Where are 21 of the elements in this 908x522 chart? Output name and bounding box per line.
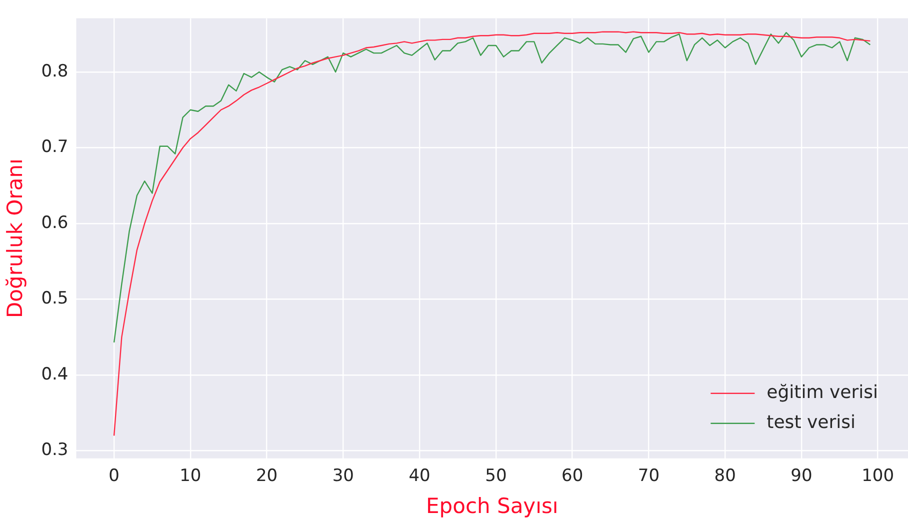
y-tick-label: 0.5 (41, 288, 68, 309)
legend-label: test verisi (766, 412, 856, 434)
x-tick-label: 80 (714, 466, 736, 486)
x-tick-label: 10 (180, 466, 202, 486)
legend-label: eğitim verisi (766, 382, 878, 404)
x-axis-title: Epoch Sayısı (426, 494, 558, 518)
x-tick-label: 100 (862, 466, 894, 486)
y-tick-label: 0.6 (41, 212, 68, 233)
x-tick-label: 30 (332, 466, 354, 486)
x-tick-label: 60 (561, 466, 584, 486)
x-tick-label: 40 (408, 466, 430, 486)
y-tick-label: 0.4 (41, 364, 68, 384)
x-tick-label: 70 (638, 466, 660, 486)
x-tick-label: 90 (790, 466, 812, 486)
x-tick-label: 0 (108, 466, 120, 486)
x-tick-label: 50 (485, 466, 507, 486)
y-axis-title: Doğruluk Oranı (3, 158, 28, 318)
y-tick-label: 0.7 (41, 137, 68, 158)
y-tick-label: 0.8 (41, 61, 68, 82)
y-tick-label: 0.3 (41, 440, 68, 460)
x-tick-label: 20 (256, 466, 278, 486)
